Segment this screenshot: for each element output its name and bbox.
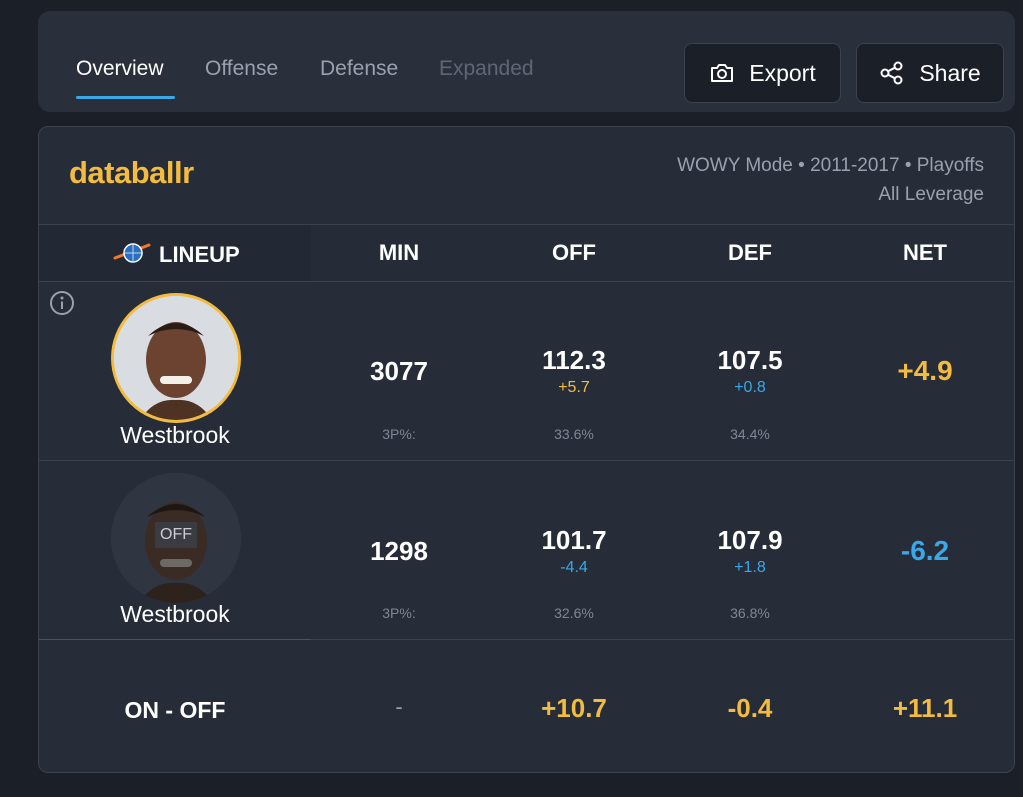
- active-tab-indicator: [76, 96, 175, 99]
- min-3p-label: 3P%:: [382, 426, 416, 442]
- header-divider: [39, 224, 1014, 225]
- export-button[interactable]: Export: [684, 43, 841, 103]
- tab-overview[interactable]: Overview: [76, 57, 164, 80]
- mode-line-2: All Leverage: [878, 184, 984, 205]
- summary-def: -0.4: [727, 693, 773, 723]
- tab-offense[interactable]: Offense: [205, 57, 279, 80]
- row-divider: [311, 639, 1014, 640]
- lineup-header-cell: [39, 225, 311, 281]
- off-badge: OFF: [155, 522, 197, 548]
- off-rating: 101.7: [541, 525, 607, 555]
- player-avatar-on: [111, 293, 241, 423]
- def-column-header[interactable]: DEF: [728, 240, 772, 265]
- def-3p: 34.4%: [730, 426, 770, 442]
- off-3p: 32.6%: [554, 605, 594, 621]
- tab-defense[interactable]: Defense: [320, 57, 399, 80]
- team-logo-icon: [113, 240, 151, 270]
- row-divider: [39, 639, 311, 640]
- off-rating: 112.3: [542, 345, 606, 375]
- info-icon[interactable]: [49, 290, 75, 321]
- lineup-header-label: LINEUP: [159, 242, 240, 267]
- mode-line-1: WOWY Mode • 2011-2017 • Playoffs: [677, 155, 984, 176]
- share-icon: [879, 60, 905, 86]
- camera-icon: [709, 62, 735, 84]
- off-diff: +5.7: [558, 379, 590, 396]
- export-label: Export: [749, 59, 816, 86]
- def-rating: 107.5: [717, 345, 783, 375]
- player-name: Westbrook: [120, 601, 230, 627]
- off-3p: 33.6%: [554, 426, 594, 442]
- brand-logo: databallr: [69, 155, 194, 190]
- player-name: Westbrook: [120, 422, 230, 448]
- def-rating: 107.9: [717, 525, 783, 555]
- wowy-card: databallr WOWY Mode • 2011-2017 • Playof…: [38, 126, 1015, 773]
- summary-off: +10.7: [541, 693, 607, 723]
- net-rating: +4.9: [897, 355, 953, 386]
- def-diff: +0.8: [734, 379, 766, 396]
- off-column-header[interactable]: OFF: [552, 240, 596, 265]
- min-3p-label: 3P%:: [382, 605, 416, 621]
- share-label: Share: [919, 59, 981, 86]
- net-rating: -6.2: [900, 535, 950, 566]
- top-nav-bar: Overview Offense Defense Expanded Export…: [38, 11, 1015, 112]
- min-column-header[interactable]: MIN: [378, 240, 420, 265]
- mode-description: WOWY Mode • 2011-2017 • Playoffs All Lev…: [677, 151, 984, 209]
- def-3p: 36.8%: [730, 605, 770, 621]
- lineup-column-header: LINEUP: [113, 240, 240, 270]
- summary-min: -: [395, 694, 403, 719]
- min-value: 3077: [370, 356, 428, 386]
- min-value: 1298: [370, 536, 428, 566]
- def-diff: +1.8: [734, 559, 766, 576]
- tab-expanded[interactable]: Expanded: [439, 57, 534, 80]
- share-button[interactable]: Share: [856, 43, 1004, 103]
- off-diff: -4.4: [560, 559, 588, 576]
- row-divider: [39, 460, 1014, 461]
- on-off-label: ON - OFF: [124, 697, 226, 723]
- net-column-header[interactable]: NET: [903, 240, 947, 265]
- summary-net: +11.1: [892, 693, 958, 723]
- row-divider: [39, 281, 1014, 282]
